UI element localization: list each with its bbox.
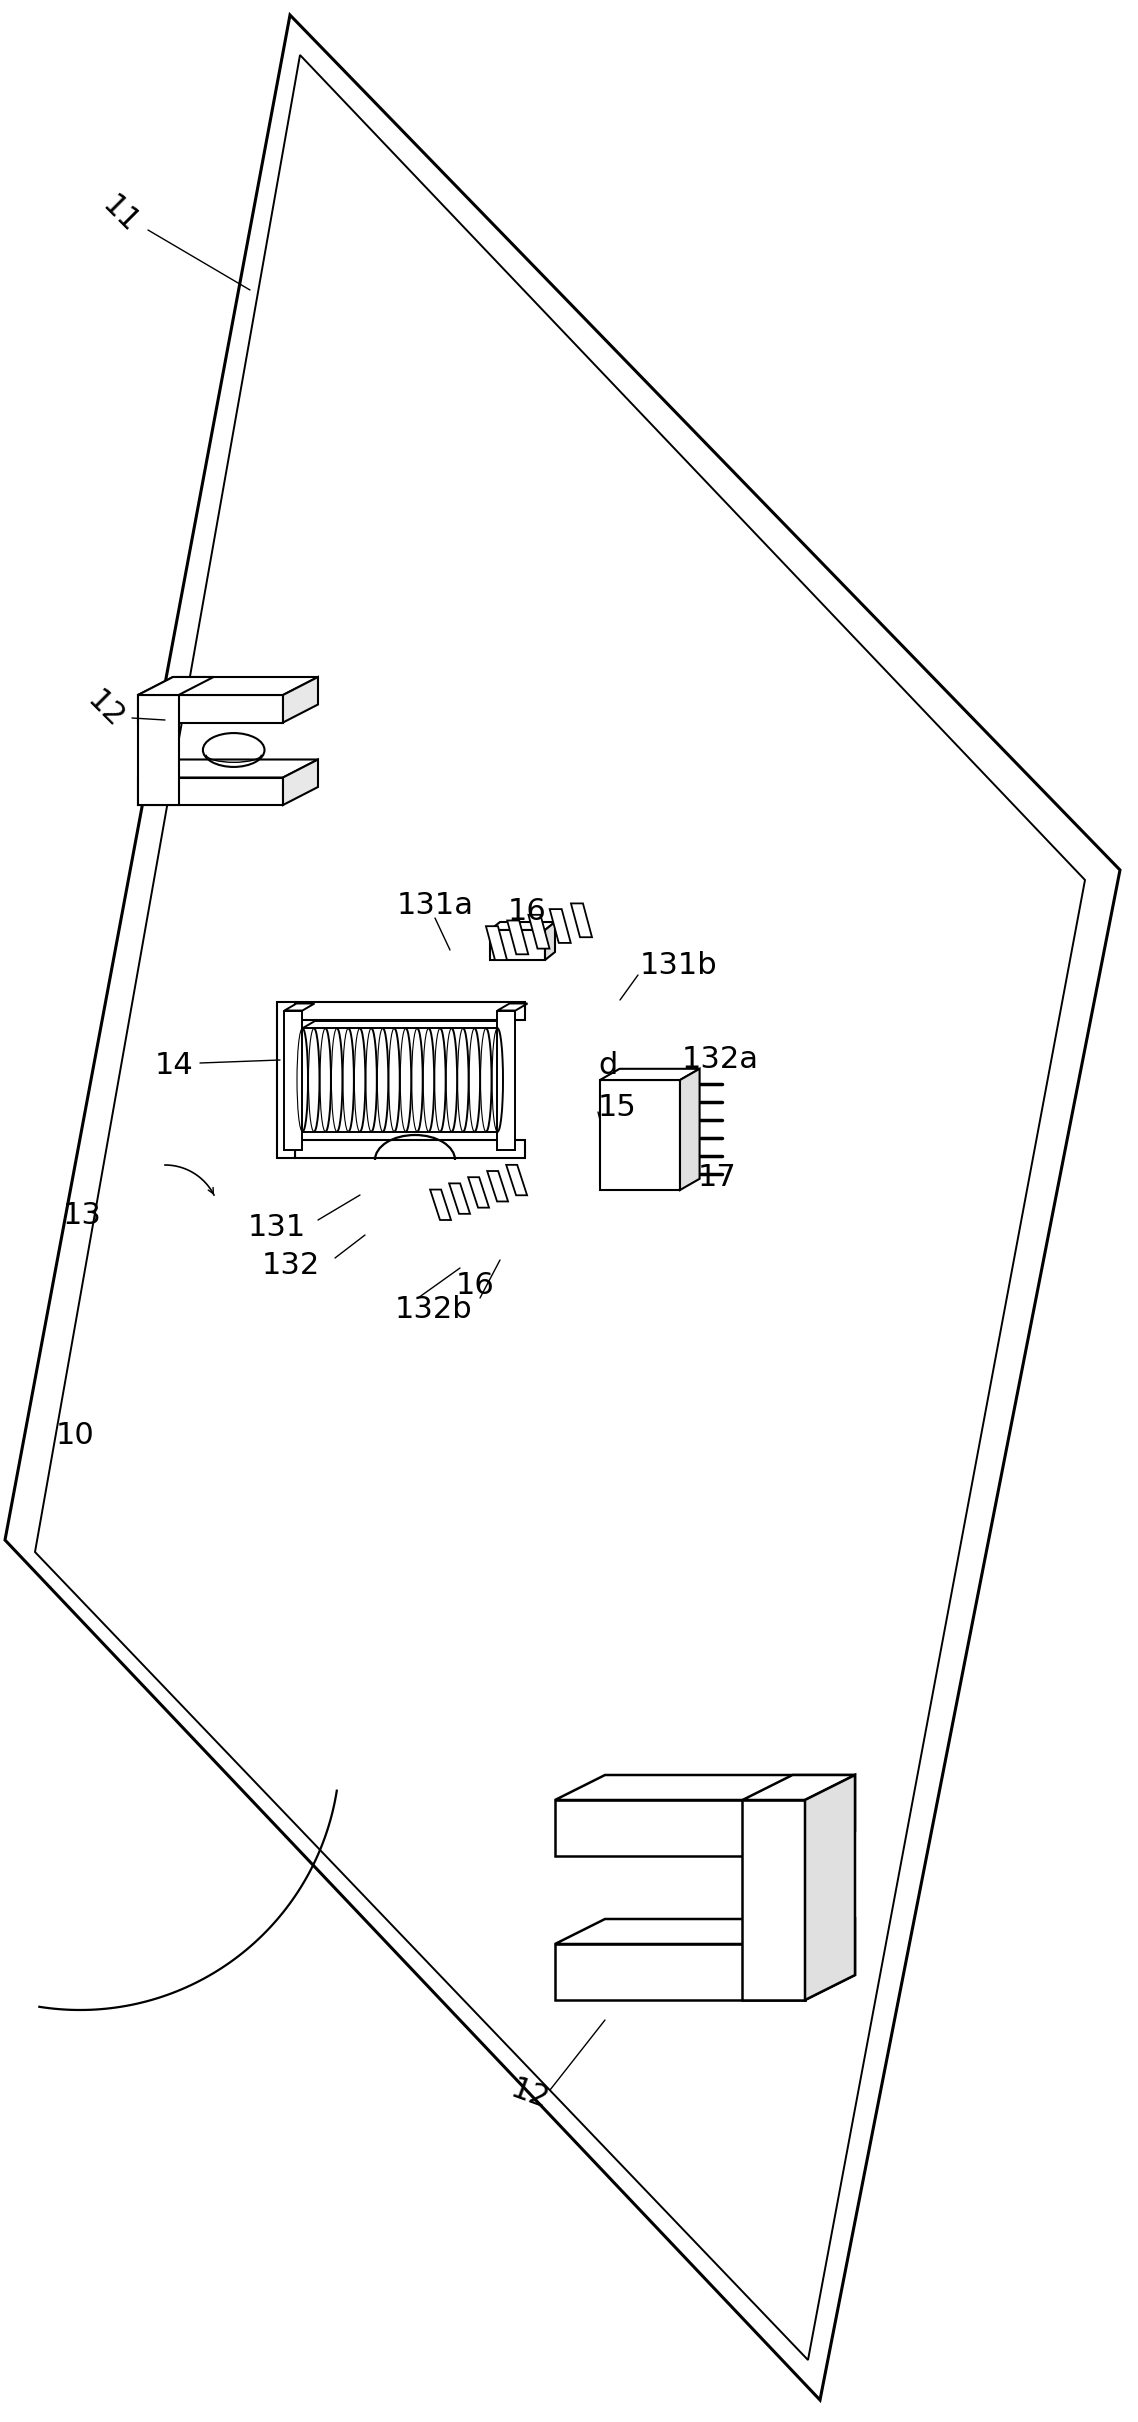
Polygon shape [283,761,318,804]
Polygon shape [295,1003,525,1020]
Text: 12: 12 [81,685,129,734]
Polygon shape [486,925,508,959]
Polygon shape [555,1918,855,1945]
Polygon shape [284,1003,314,1010]
Polygon shape [600,1068,700,1080]
Text: 12: 12 [506,2076,553,2114]
Polygon shape [468,1177,489,1209]
Polygon shape [571,903,592,937]
Polygon shape [805,1775,855,1855]
Polygon shape [295,1141,525,1158]
Polygon shape [555,1775,855,1800]
Text: 132a: 132a [682,1046,759,1075]
Text: 16: 16 [455,1272,494,1301]
Text: 11: 11 [96,191,143,240]
Text: 14: 14 [155,1051,193,1080]
Polygon shape [5,15,1120,2400]
Polygon shape [497,1003,528,1010]
Text: 17: 17 [698,1163,736,1192]
Polygon shape [545,923,555,959]
Polygon shape [283,678,318,722]
Polygon shape [138,678,214,695]
Text: 13: 13 [63,1201,101,1230]
Polygon shape [450,1184,470,1213]
Polygon shape [555,1800,805,1855]
Text: 132b: 132b [395,1296,472,1325]
Polygon shape [490,923,555,930]
Polygon shape [742,1775,855,1800]
Polygon shape [490,930,545,959]
Polygon shape [284,1010,303,1150]
Text: 131a: 131a [396,891,473,920]
Polygon shape [138,695,179,804]
Text: 131b: 131b [640,949,718,978]
Polygon shape [600,1080,681,1189]
Text: 131: 131 [248,1213,306,1242]
Polygon shape [742,1800,805,2001]
Polygon shape [508,920,528,954]
Polygon shape [138,678,318,695]
Polygon shape [487,1170,508,1201]
Text: 15: 15 [597,1092,637,1121]
Polygon shape [681,1068,700,1189]
Polygon shape [138,695,283,722]
Polygon shape [506,1165,527,1196]
Polygon shape [805,1918,855,2001]
Polygon shape [138,761,318,777]
Polygon shape [277,1003,295,1158]
Polygon shape [555,1945,805,2001]
Polygon shape [497,1010,516,1150]
Polygon shape [528,916,550,949]
Polygon shape [805,1775,855,2001]
Text: 10: 10 [56,1419,94,1448]
Text: 132: 132 [262,1250,320,1279]
Polygon shape [430,1189,451,1221]
Text: d: d [599,1051,618,1080]
Text: 16: 16 [508,899,546,928]
Polygon shape [550,908,571,942]
Polygon shape [138,777,283,804]
